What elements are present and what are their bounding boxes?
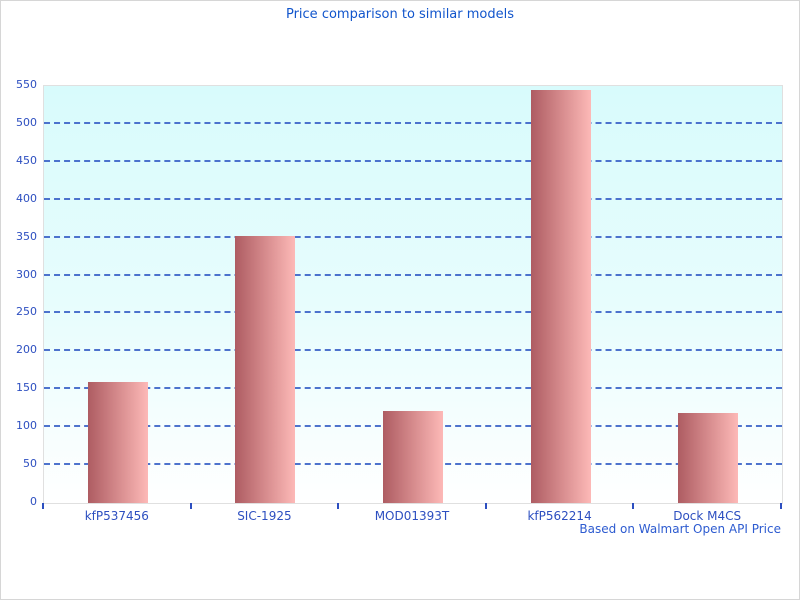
y-tick-label-100: 100 [16, 419, 37, 433]
x-tick-label-MOD01393T: MOD01393T [374, 509, 450, 523]
x-tick-mark [484, 503, 487, 509]
gridline-300 [44, 273, 782, 276]
x-tick-mark [780, 503, 782, 509]
y-tick-label-450: 450 [16, 153, 37, 167]
gridline-450 [44, 159, 782, 162]
x-tick-mark [337, 503, 340, 509]
gridline-200 [44, 349, 782, 352]
y-tick-label-0: 0 [30, 495, 37, 508]
y-tick-label-150: 150 [16, 381, 37, 395]
bar-kfP537456 [87, 381, 148, 503]
x-tick-label-SIC-1925: SIC-1925 [237, 509, 292, 523]
x-tick-mark [42, 503, 44, 509]
gridline-150 [44, 387, 782, 390]
chart-title: Price comparison to similar models [285, 7, 515, 22]
x-tick-label-kfP562214: kfP562214 [527, 509, 592, 523]
gridline-500 [44, 121, 782, 124]
gridline-350 [44, 235, 782, 238]
plot-area [43, 85, 783, 504]
y-tick-label-400: 400 [16, 191, 37, 205]
x-tick-label-kfP537456: kfP537456 [84, 509, 149, 523]
y-tick-label-300: 300 [16, 267, 37, 281]
gridline-250 [44, 311, 782, 314]
y-tick-label-550: 550 [16, 78, 37, 91]
y-tick-label-350: 350 [16, 229, 37, 243]
y-tick-label-500: 500 [16, 115, 37, 129]
x-tick-label-Dock M4CS: Dock M4CS [673, 509, 742, 523]
y-tick-label-200: 200 [16, 343, 37, 357]
x-tick-mark [632, 503, 635, 509]
y-tick-label-250: 250 [16, 305, 37, 319]
bar-SIC-1925 [235, 236, 296, 503]
bar-MOD01393T [383, 411, 443, 503]
chart-footer: Based on Walmart Open API Price [579, 522, 781, 536]
bar-kfP562214 [530, 89, 591, 503]
x-tick-mark [189, 503, 192, 509]
gridline-400 [44, 197, 782, 200]
bar-Dock M4CS [678, 412, 739, 503]
y-tick-label-50: 50 [23, 457, 37, 471]
